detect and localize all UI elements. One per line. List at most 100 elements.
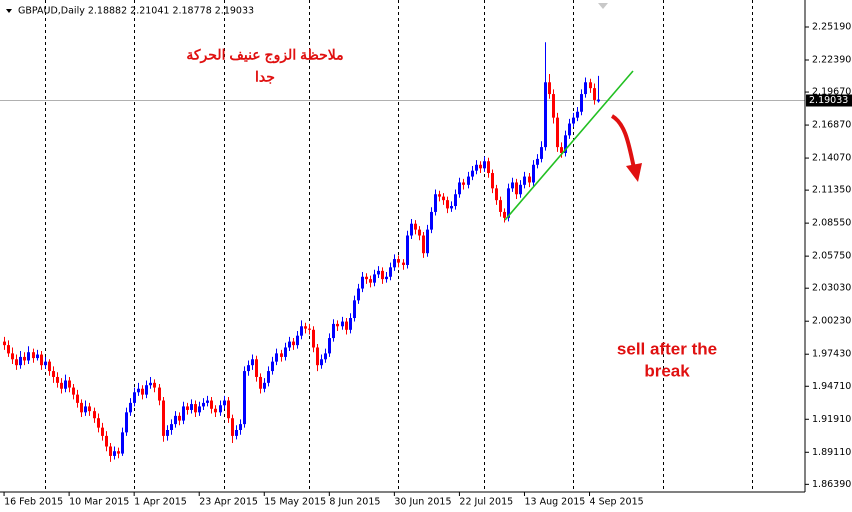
y-tick-label: 2.08550 xyxy=(812,218,851,229)
y-tick-label: 1.89110 xyxy=(812,447,851,458)
shift-marker xyxy=(598,3,608,9)
candle-body xyxy=(487,161,490,174)
last-price-box xyxy=(806,94,852,107)
annotation: break xyxy=(644,361,690,380)
candle-body xyxy=(397,259,400,263)
candle-body xyxy=(149,382,152,386)
candle-body xyxy=(109,446,112,456)
x-tick-label: 8 Jun 2015 xyxy=(329,497,380,508)
candle-body xyxy=(271,361,274,372)
candle-body xyxy=(552,94,555,118)
trend-line xyxy=(504,70,634,221)
candle-body xyxy=(597,99,600,102)
x-tick-label: 1 Apr 2015 xyxy=(134,497,187,508)
candle-body xyxy=(471,170,474,177)
candle-body xyxy=(507,188,510,218)
candle-body xyxy=(462,182,465,185)
candle-body xyxy=(190,404,193,410)
candle-body xyxy=(32,352,35,359)
candle-body xyxy=(48,361,51,372)
candle-body xyxy=(27,352,30,361)
last-price-label: 2.19033 xyxy=(809,95,848,106)
x-tick-label: 23 Apr 2015 xyxy=(199,497,258,508)
candle-body xyxy=(15,359,18,366)
candle-body xyxy=(52,371,55,377)
candle-body xyxy=(467,176,470,185)
candle-body xyxy=(357,288,360,301)
candle-body xyxy=(458,182,461,195)
candle-body xyxy=(296,335,299,346)
candle-body xyxy=(267,371,270,383)
x-tick-label: 16 Feb 2015 xyxy=(4,497,63,508)
candle-body xyxy=(410,223,413,236)
candle-body xyxy=(511,182,514,189)
candle-body xyxy=(402,262,405,265)
candle-body xyxy=(540,147,543,159)
y-tick-label: 1.97430 xyxy=(812,349,851,360)
candle-body xyxy=(580,94,583,112)
candle-body xyxy=(210,400,213,409)
candle-body xyxy=(275,353,278,362)
candle-body xyxy=(162,400,165,436)
candle-body xyxy=(3,341,6,346)
candle-body xyxy=(76,394,79,403)
candle-body xyxy=(231,418,234,436)
candle-body xyxy=(442,196,445,201)
y-tick-label: 2.22390 xyxy=(812,54,851,65)
candle-body xyxy=(589,82,592,89)
x-tick-label: 10 Mar 2015 xyxy=(69,497,129,508)
chart-title: GBPAUD,Daily 2.18882 2.21041 2.18778 2.1… xyxy=(18,6,254,17)
y-tick-label: 2.03030 xyxy=(812,283,851,294)
candle-body xyxy=(324,353,327,360)
y-tick-label: 1.86390 xyxy=(812,479,851,490)
candle-body xyxy=(475,164,478,171)
candle-body xyxy=(576,111,579,118)
candle-body xyxy=(365,276,368,280)
x-tick-label: 13 Aug 2015 xyxy=(524,497,585,508)
candle-body xyxy=(288,341,291,348)
candle-body xyxy=(243,371,246,425)
arrow xyxy=(610,114,636,169)
candle-body xyxy=(255,359,258,377)
candle-body xyxy=(548,82,551,95)
candle-body xyxy=(438,194,441,197)
candle-body xyxy=(60,382,63,389)
candle-body xyxy=(328,338,331,354)
candle-body xyxy=(450,206,453,209)
candle-body xyxy=(158,387,161,401)
candle-body xyxy=(137,388,140,393)
candle-body xyxy=(528,176,531,183)
candle-body xyxy=(125,412,128,433)
candle-body xyxy=(304,326,307,329)
candle-body xyxy=(434,194,437,212)
candle-body xyxy=(251,359,254,366)
y-tick-label: 2.25190 xyxy=(812,21,851,32)
candle-body xyxy=(345,321,348,330)
candle-body xyxy=(223,400,226,406)
candle-body xyxy=(292,341,295,346)
candle-body xyxy=(141,388,144,395)
candle-body xyxy=(584,82,587,95)
candle-body xyxy=(446,200,449,209)
candle-body xyxy=(369,279,372,283)
candle-body xyxy=(320,359,323,366)
candle-body xyxy=(88,406,91,412)
candle-body xyxy=(536,158,539,165)
candle-body xyxy=(80,402,83,413)
candle-body xyxy=(373,274,376,283)
candle-body xyxy=(105,435,108,447)
candle-body xyxy=(263,382,266,389)
candle-body xyxy=(227,400,230,419)
candle-body xyxy=(129,402,132,413)
candle-body xyxy=(101,427,104,436)
candle-body xyxy=(84,406,87,413)
y-tick-label: 2.11350 xyxy=(812,185,851,196)
candle-body xyxy=(19,356,22,366)
candle-body xyxy=(259,376,262,389)
candle-body xyxy=(560,147,563,153)
candle-body xyxy=(56,376,59,383)
candle-body xyxy=(349,318,352,330)
candle-body xyxy=(499,200,502,212)
candle-body xyxy=(454,194,457,207)
